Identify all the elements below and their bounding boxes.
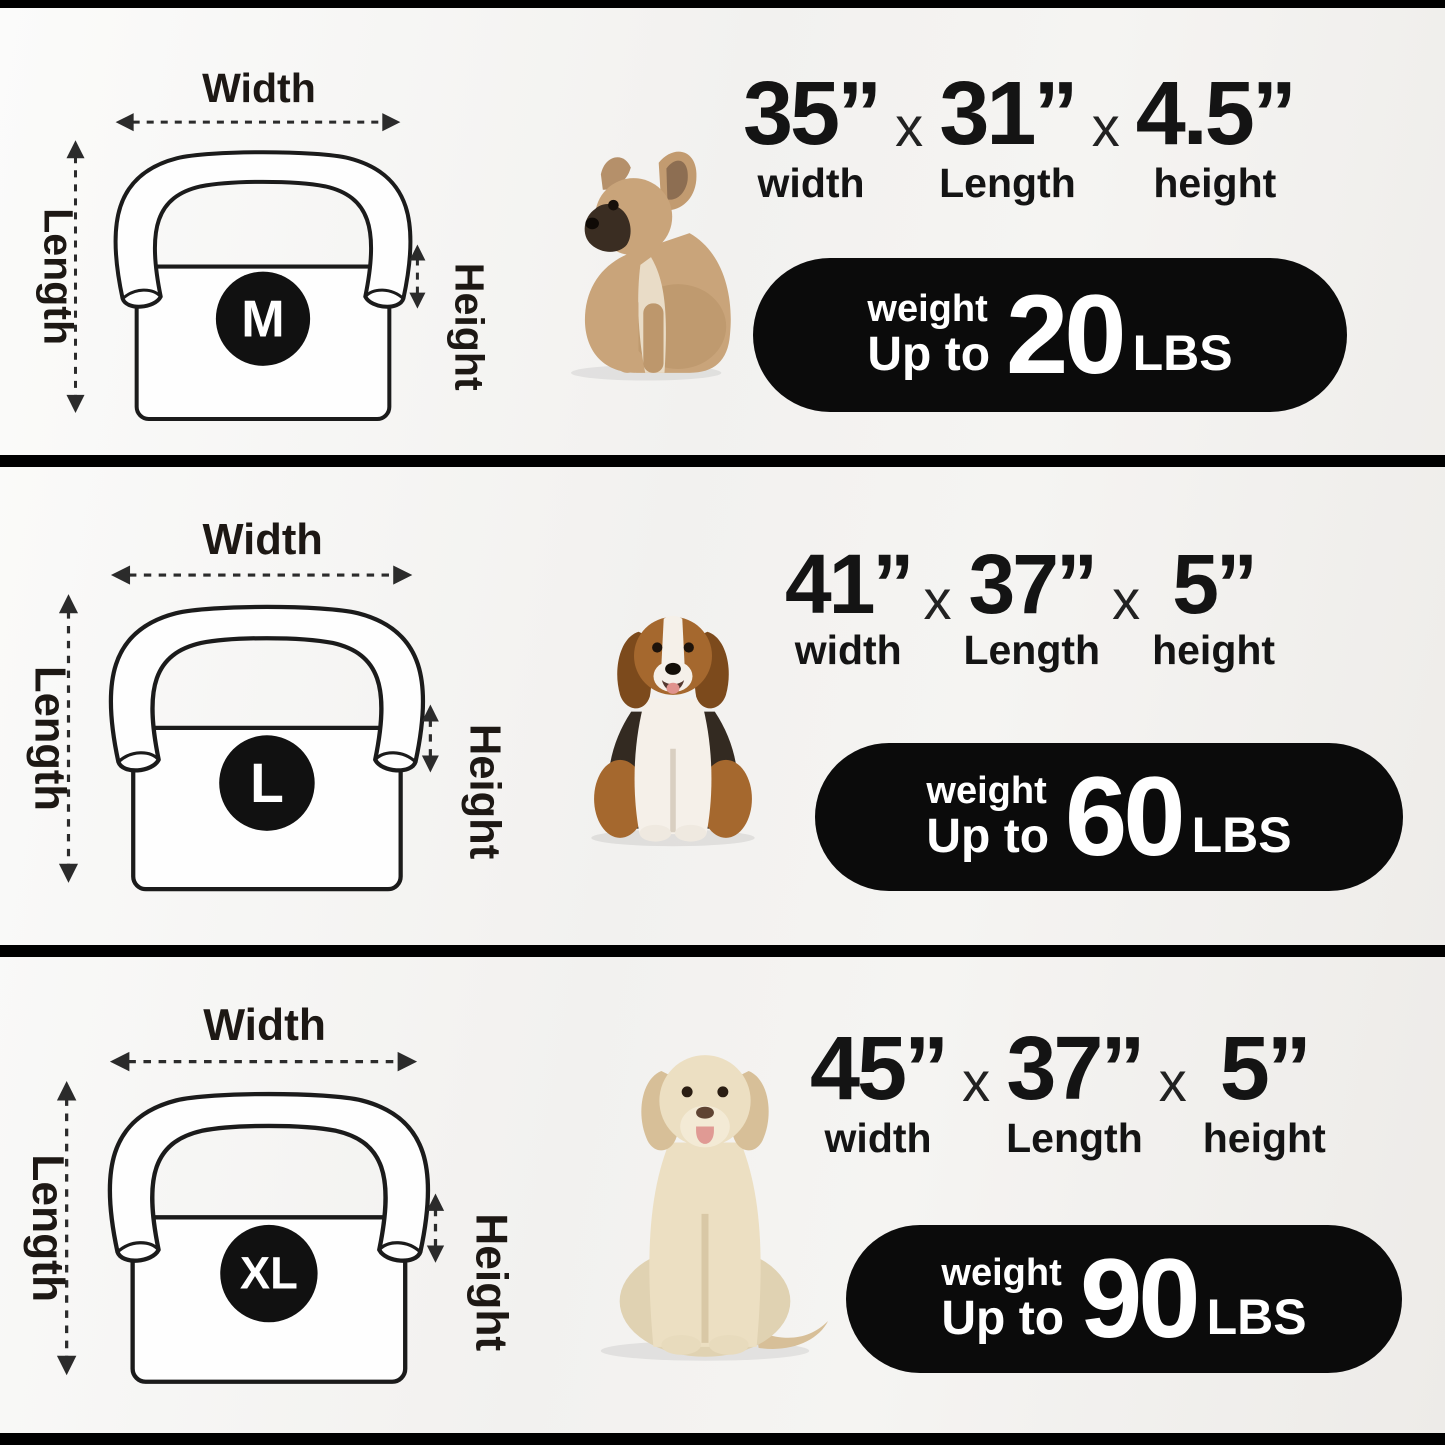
size-badge-m: M <box>215 271 311 366</box>
length-arrow <box>66 140 85 413</box>
up-to-word: Up to <box>867 327 991 381</box>
height-label: Height <box>467 1213 516 1351</box>
width-label: Width <box>202 516 322 564</box>
length-unit-label: Length <box>963 627 1101 674</box>
weight-caption: weight Up to <box>867 289 990 380</box>
length-unit-label: Length <box>1006 1115 1143 1162</box>
times-separator: x <box>1112 568 1141 631</box>
bed-size-diagram-l: Width Length He <box>26 516 509 892</box>
top-divider-bar <box>0 0 1445 8</box>
width-label: Width <box>203 1001 326 1050</box>
width-label: Width <box>202 65 316 111</box>
times-separator: x <box>1091 95 1120 158</box>
dimension-height: 5” height <box>1202 1019 1326 1162</box>
times-separator: x <box>962 1050 991 1113</box>
length-label: Length <box>26 666 74 811</box>
french-bulldog-photo <box>571 151 731 381</box>
dimension-height: 5” height <box>1152 537 1276 674</box>
dimension-length: 37” Length <box>1006 1019 1145 1162</box>
length-value: 37” <box>968 537 1098 631</box>
height-label: Height <box>461 724 509 859</box>
times-separator: x <box>1158 1050 1187 1113</box>
dog-tail <box>756 1321 829 1349</box>
weight-unit: LBS <box>1206 1289 1307 1345</box>
up-to-word: Up to <box>941 1291 1065 1345</box>
width-arrow <box>115 113 401 132</box>
height-arrow <box>426 1193 445 1263</box>
length-arrow <box>58 594 79 883</box>
weight-value: 20 <box>1006 272 1127 397</box>
width-value: 45” <box>810 1019 949 1119</box>
dimensions-m: 35” width x 31” Length x 4.5” height <box>743 64 1297 207</box>
dimension-height: 4.5” height <box>1135 64 1297 207</box>
width-arrow <box>110 565 413 585</box>
weight-value: 60 <box>1065 754 1186 879</box>
height-value: 5” <box>1172 537 1258 631</box>
weight-unit: LBS <box>1191 807 1292 863</box>
length-value: 31” <box>939 64 1078 164</box>
width-value: 41” <box>785 537 914 631</box>
weight-caption: weight Up to <box>941 1253 1064 1344</box>
dimensions-l: 41” width x 37” Length x 5” height <box>785 537 1276 674</box>
up-to-word: Up to <box>926 809 1050 863</box>
weight-capacity-pill-xl: weight Up to 90 LBS <box>846 1225 1402 1373</box>
weight-capacity-pill-m: weight Up to 20 LBS <box>753 258 1347 412</box>
bed-size-diagram-m: Width Length He <box>35 65 493 421</box>
divider-bar <box>0 455 1445 467</box>
weight-unit: LBS <box>1132 325 1233 381</box>
size-row-m: Width Length He <box>0 8 1445 455</box>
length-arrow <box>56 1081 77 1376</box>
weight-value: 90 <box>1080 1236 1201 1361</box>
height-unit-label: height <box>1152 627 1276 674</box>
dimensions-xl: 45” width x 37” Length x 5” height <box>810 1019 1326 1162</box>
size-badge-xl: XL <box>220 1224 318 1323</box>
bed-size-diagram-xl: Width Length He <box>23 1001 516 1384</box>
height-label: Height <box>447 263 493 391</box>
bottom-divider-bar <box>0 1433 1445 1445</box>
height-value: 5” <box>1219 1019 1312 1119</box>
dimension-length: 31” Length <box>939 64 1078 207</box>
weight-word: weight <box>867 288 988 331</box>
dimension-length: 37” Length <box>963 537 1101 674</box>
width-unit-label: width <box>794 627 902 674</box>
beagle-photo <box>591 615 755 847</box>
times-separator: x <box>895 95 924 158</box>
dimension-width: 45” width <box>810 1019 949 1162</box>
weight-caption: weight Up to <box>926 771 1049 862</box>
weight-word: weight <box>941 1252 1062 1295</box>
height-arrow <box>409 244 426 309</box>
size-badge-l: L <box>219 735 315 831</box>
length-value: 37” <box>1006 1019 1145 1119</box>
size-badge-letter: L <box>250 752 284 814</box>
size-badge-letter: M <box>241 291 284 349</box>
height-unit-label: height <box>1153 160 1277 207</box>
dimension-width: 41” width <box>785 537 914 674</box>
width-unit-label: width <box>824 1115 932 1162</box>
length-label: Length <box>23 1154 72 1302</box>
height-arrow <box>421 704 439 773</box>
length-label: Length <box>35 208 81 345</box>
size-badge-letter: XL <box>240 1248 298 1299</box>
times-separator: x <box>923 568 952 631</box>
size-row-l: Width Length He <box>0 467 1445 945</box>
labrador-photo <box>600 1055 829 1361</box>
length-unit-label: Length <box>939 160 1076 207</box>
width-value: 35” <box>743 64 882 164</box>
height-value: 4.5” <box>1135 64 1297 164</box>
divider-bar <box>0 945 1445 957</box>
height-unit-label: height <box>1202 1115 1326 1162</box>
weight-word: weight <box>926 770 1047 813</box>
width-arrow <box>109 1051 418 1072</box>
weight-capacity-pill-l: weight Up to 60 LBS <box>815 743 1403 891</box>
dog-muzzle <box>584 204 631 252</box>
size-row-xl: Width Length He <box>0 957 1445 1433</box>
dimension-width: 35” width <box>743 64 882 207</box>
width-unit-label: width <box>757 160 865 207</box>
